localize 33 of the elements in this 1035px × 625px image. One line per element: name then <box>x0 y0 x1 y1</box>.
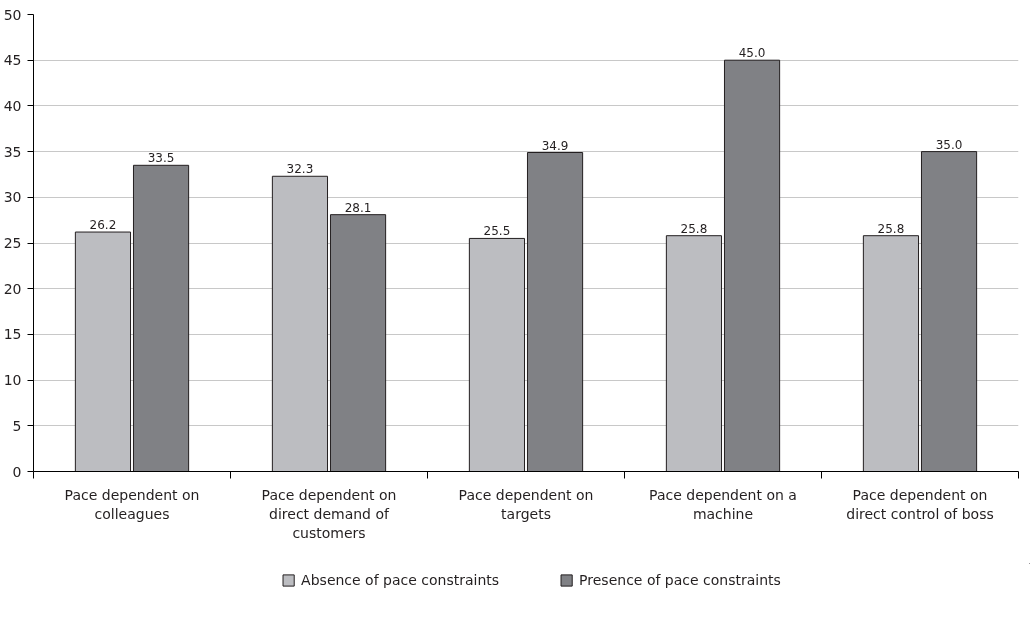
data-label: 25.5 <box>483 224 511 239</box>
bar <box>329 214 387 472</box>
y-tick-label: 40 <box>3 97 22 114</box>
y-tick-label: 35 <box>3 143 22 160</box>
legend-label: Presence of pace constraints <box>579 572 781 588</box>
x-tick-label: Pace dependent on direct demand of customers <box>261 486 397 541</box>
bar <box>132 164 190 472</box>
data-label: 28.1 <box>344 200 372 215</box>
y-tick-label: 20 <box>3 280 22 297</box>
data-label: 33.5 <box>147 151 175 166</box>
data-label: 25.8 <box>877 221 905 236</box>
y-tick-label: 0 <box>12 463 22 480</box>
y-tick-label: 10 <box>3 372 22 389</box>
x-tick-label: Pace dependent on colleagues <box>64 486 200 522</box>
y-tick-label: 25 <box>3 235 22 251</box>
y-tick-label: 5 <box>12 417 22 434</box>
bar <box>526 152 584 472</box>
data-label: 26.2 <box>89 218 117 233</box>
data-label: 45.0 <box>738 46 766 61</box>
y-tick-label: 50 <box>3 6 22 23</box>
bar <box>920 151 978 472</box>
x-tick-label: Pace dependent on direct control of boss <box>846 486 994 522</box>
y-tick-label: 45 <box>3 52 22 69</box>
y-tick-label: 15 <box>3 326 22 343</box>
x-tick-label: Pace dependent on a machine <box>649 486 797 522</box>
bar <box>723 59 781 472</box>
y-tick-label: 30 <box>3 189 22 206</box>
data-label: 32.3 <box>286 162 314 177</box>
data-label: 34.9 <box>541 138 569 153</box>
data-label: 25.8 <box>680 221 708 236</box>
data-label: 35.0 <box>935 137 963 152</box>
x-tick-label: Pace dependent on targets <box>458 486 594 522</box>
legend-label: Absence of pace constraints <box>301 572 500 588</box>
